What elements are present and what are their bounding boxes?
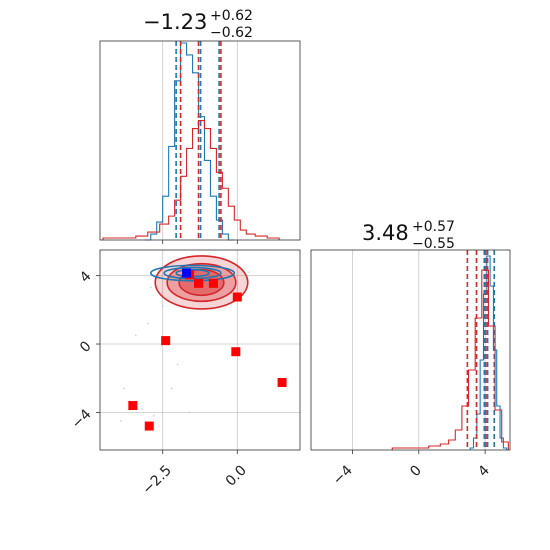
x-tick-label: 0.0 (223, 463, 250, 490)
sample-point (134, 334, 137, 337)
title-param-2-minus: −0.55 (412, 236, 455, 252)
y-tick-label: 4 (77, 268, 95, 286)
histogram-series (391, 269, 509, 450)
red-marker (232, 292, 242, 302)
panel-hist-param-2 (310, 249, 511, 454)
panel-scatter-2d (96, 249, 301, 454)
red-marker (128, 401, 138, 411)
scatter-plot-area (119, 255, 287, 431)
y-tick-label: −4 (69, 406, 95, 432)
sample-point (188, 411, 191, 414)
sample-point (152, 414, 155, 417)
blue-marker (182, 268, 192, 278)
title-param-1-minus: −0.62 (210, 25, 253, 41)
title-param-1-median: −1.23 (143, 10, 207, 34)
red-marker (144, 421, 154, 431)
panel-hist-param-1 (99, 40, 301, 244)
histogram-series (102, 120, 280, 240)
panel-frame (99, 249, 301, 451)
red-marker (231, 347, 241, 357)
sample-point (119, 420, 122, 422)
title-param-2-plus: +0.57 (412, 219, 455, 235)
y-tick-label: 0 (77, 338, 95, 356)
blue-contour (149, 264, 236, 282)
x-tick-label: 4 (475, 462, 493, 480)
x-tick-label: −4 (330, 462, 356, 488)
sample-point (248, 271, 251, 274)
x-tick-label: −2.5 (139, 463, 174, 498)
panel-frame (310, 249, 511, 451)
sample-point (140, 408, 143, 410)
sample-point (176, 363, 179, 366)
sample-point (170, 387, 173, 390)
red-marker (161, 336, 171, 346)
title-param-2-median: 3.48 (362, 221, 409, 245)
sample-point (161, 305, 164, 308)
sample-point (146, 322, 149, 325)
y-tick-labels-param-2: 4 0 −4 (69, 268, 95, 432)
sample-point (149, 286, 152, 289)
title-param-2: 3.48 +0.57 −0.55 (362, 219, 455, 252)
x-tick-label: 0 (407, 463, 425, 481)
panel-frame (99, 40, 301, 241)
title-param-1: −1.23 +0.62 −0.62 (143, 8, 253, 41)
histogram-series (144, 42, 235, 241)
x-tick-labels-param-2: −4 0 4 (330, 462, 493, 488)
red-marker (208, 278, 218, 288)
sample-point (122, 387, 125, 390)
title-param-1-plus: +0.62 (210, 8, 253, 24)
red-marker (194, 278, 204, 288)
red-marker (277, 377, 287, 387)
x-tick-labels-param-1: −2.5 0.0 (139, 463, 249, 498)
